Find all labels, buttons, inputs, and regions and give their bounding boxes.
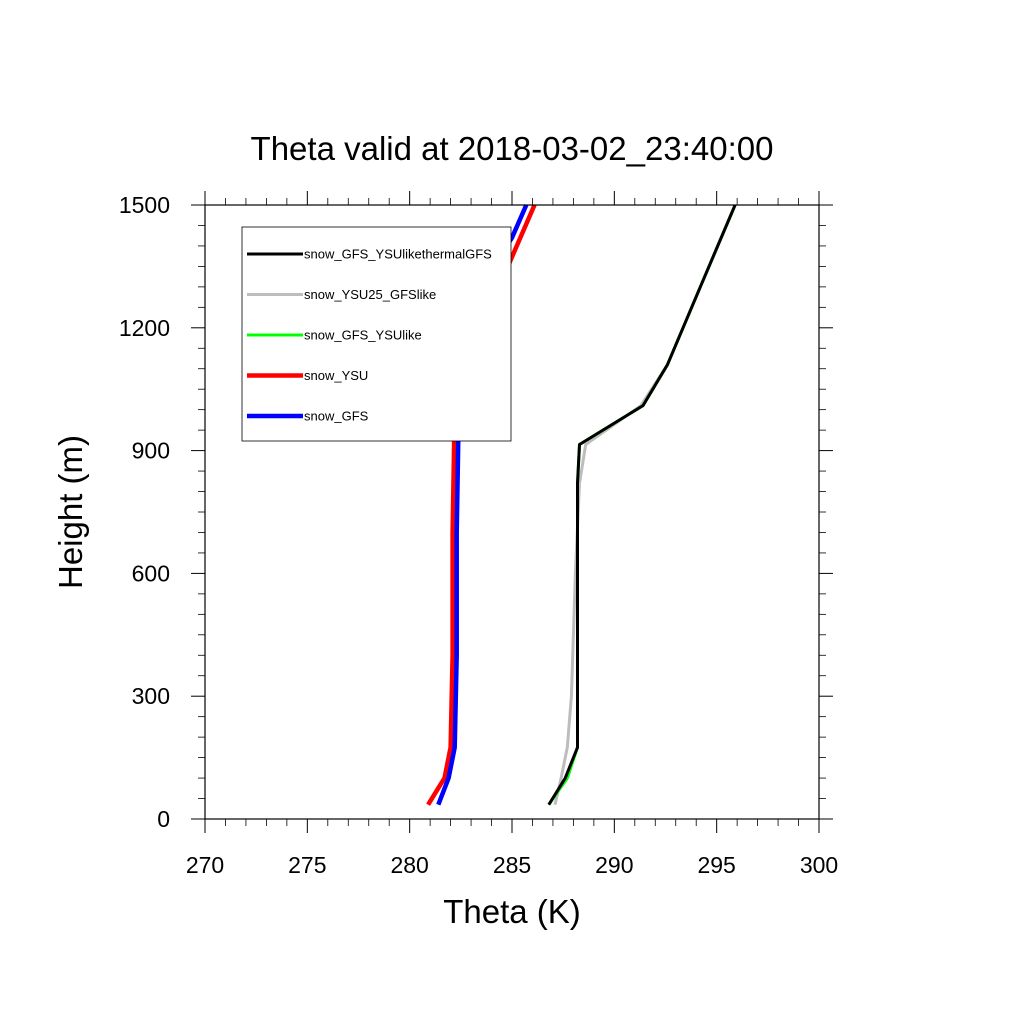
- chart-title: Theta valid at 2018-03-02_23:40:00: [251, 130, 774, 167]
- x-tick-label: 270: [186, 852, 224, 878]
- y-tick-label: 600: [132, 560, 170, 586]
- y-tick-label: 300: [132, 683, 170, 709]
- y-axis-label: Height (m): [52, 435, 89, 589]
- series-line-0: [547, 204, 737, 806]
- y-tick-label: 1200: [119, 315, 170, 341]
- x-tick-label: 285: [493, 852, 531, 878]
- x-tick-label: 275: [288, 852, 326, 878]
- x-tick-label: 300: [800, 852, 838, 878]
- ticks-layer: 270 275 280 285 290 295 300 0 300 600 900 1200 1500: [119, 191, 838, 878]
- y-tick-label: 0: [157, 806, 170, 832]
- x-axis-label: Theta (K): [443, 893, 581, 930]
- x-tick-label: 280: [390, 852, 428, 878]
- legend: snow_GFS_YSUlikethermalGFS snow_YSU25_GFS…: [241, 226, 512, 442]
- legend-label: snow_GFS_YSUlikethermalGFS: [304, 247, 492, 262]
- legend-label: snow_GFS_YSUlike: [304, 328, 422, 343]
- legend-label: snow_YSU: [304, 368, 368, 383]
- legend-label: snow_YSU25_GFSlike: [304, 287, 436, 302]
- y-tick-label: 900: [132, 438, 170, 464]
- x-tick-label: 295: [697, 852, 735, 878]
- y-tick-label: 1500: [119, 192, 170, 218]
- legend-label: snow_GFS: [304, 409, 369, 424]
- x-tick-label: 290: [595, 852, 633, 878]
